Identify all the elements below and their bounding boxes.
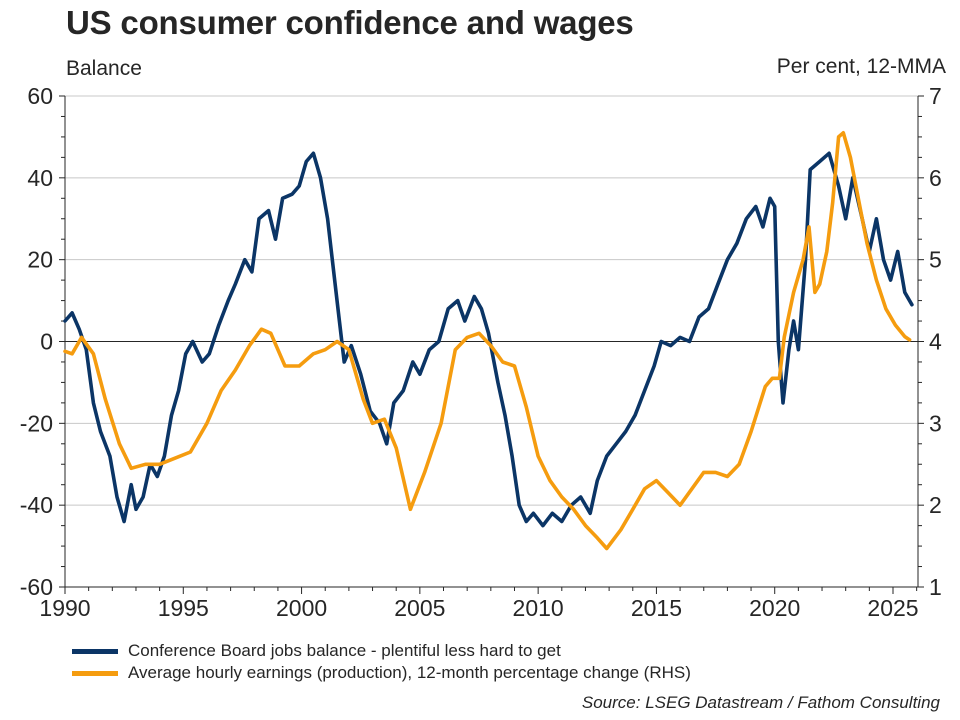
right-axis-tick-label: 5 — [929, 247, 942, 273]
right-axis-tick-label: 6 — [929, 165, 942, 191]
left-axis-unit-label: Balance — [66, 57, 142, 80]
right-axis-tick-label: 1 — [929, 574, 942, 600]
right-axis-tick-label: 2 — [929, 492, 942, 518]
chart-title: US consumer confidence and wages — [66, 4, 634, 41]
left-axis-tick-label: 20 — [27, 247, 53, 273]
gridlines — [65, 95, 918, 506]
legend-swatch-navy — [72, 648, 118, 654]
left-axis-tick-label: 0 — [40, 329, 53, 355]
x-axis-tick-label: 2020 — [749, 595, 800, 621]
right-axis-tick-label: 3 — [929, 410, 942, 436]
legend: Conference Board jobs balance - plentifu… — [72, 640, 691, 684]
legend-item-jobs-balance: Conference Board jobs balance - plentifu… — [72, 640, 691, 662]
x-axis-tick-label: 1995 — [158, 595, 209, 621]
axes — [59, 95, 924, 594]
left-axis-tick-label: -60 — [20, 574, 53, 600]
left-axis-tick-label: 40 — [27, 165, 53, 191]
left-axis-tick-label: -40 — [20, 492, 53, 518]
legend-item-hourly-earnings: Average hourly earnings (production), 12… — [72, 662, 691, 684]
series-line-hourly-earnings — [63, 131, 912, 551]
right-axis-unit-label: Per cent, 12-MMA — [776, 55, 946, 78]
x-axis-tick-label: 2005 — [394, 595, 445, 621]
legend-swatch-orange — [72, 670, 118, 676]
x-axis-tick-label: 1990 — [39, 595, 90, 621]
legend-label: Average hourly earnings (production), 12… — [128, 663, 691, 682]
tick-labels: -60 -40 -20 0 20 40 60 1 2 3 4 5 6 7 1990 1995 2000 2005 2… — [20, 83, 942, 621]
series-line-jobs-balance — [63, 151, 914, 528]
source-note: Source: LSEG Datastream / Fathom Consult… — [581, 693, 940, 712]
right-axis-tick-label: 4 — [929, 329, 942, 355]
x-axis-tick-label: 2025 — [867, 595, 918, 621]
x-axis-tick-label: 2015 — [631, 595, 682, 621]
legend-label: Conference Board jobs balance - plentifu… — [128, 641, 561, 660]
left-axis-tick-label: 60 — [27, 83, 53, 109]
x-axis-tick-label: 2010 — [513, 595, 564, 621]
x-axis-tick-label: 2000 — [276, 595, 327, 621]
left-axis-tick-label: -20 — [20, 410, 53, 436]
series-lines — [63, 131, 914, 551]
right-axis-tick-label: 7 — [929, 83, 942, 109]
